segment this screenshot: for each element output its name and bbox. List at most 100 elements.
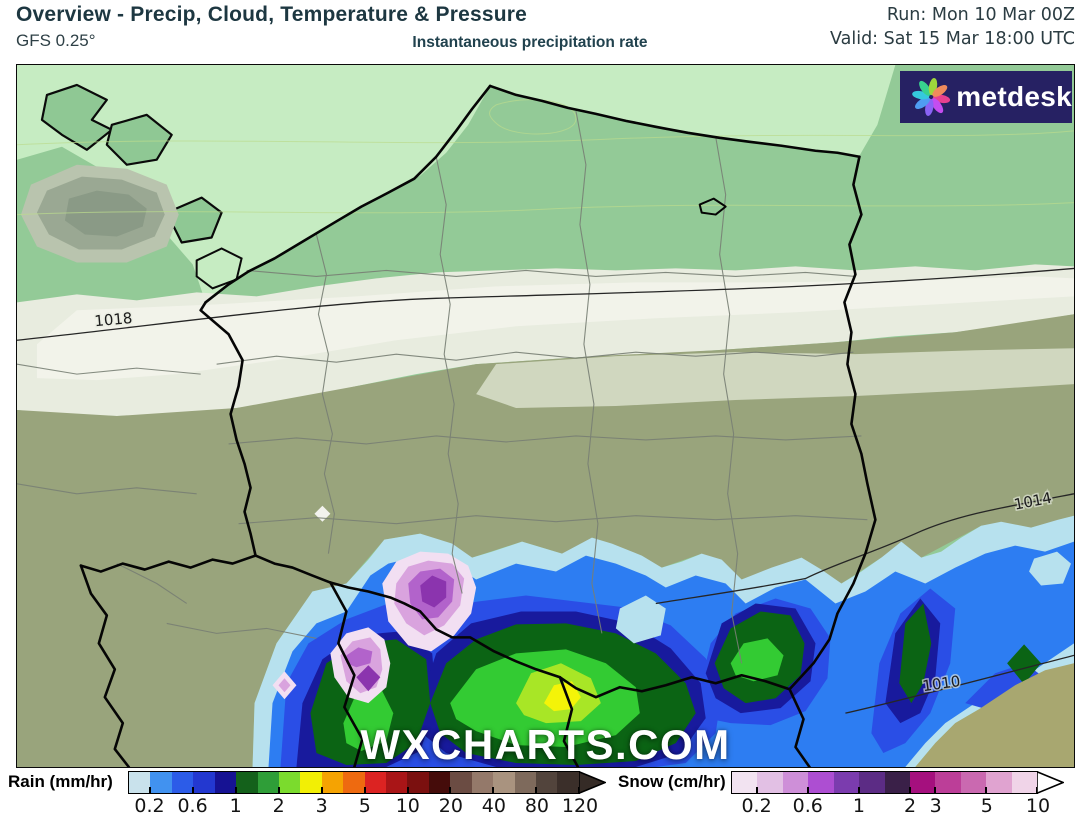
snow-color-segment (782, 772, 809, 793)
page-title: Overview - Precip, Cloud, Temperature & … (16, 3, 528, 26)
rain-color-segment (471, 772, 494, 793)
watermark: WXCHARTS.COM (360, 721, 731, 768)
cloud-band-right (476, 348, 1074, 409)
rain-tick-label: 120 (561, 795, 599, 817)
rain-color-segment (300, 772, 322, 793)
isobars (17, 267, 1074, 714)
snow-color-segment (833, 772, 860, 793)
rain-color-segment (171, 772, 194, 793)
rain-tick-label: 40 (481, 795, 506, 817)
rain-tick-mark (320, 787, 323, 793)
rain-legend-arrow (579, 771, 606, 794)
rain-color-segment (257, 772, 279, 793)
snow-tick-mark (858, 787, 861, 793)
rain-color-segment (214, 772, 237, 793)
rain-color-segment (150, 772, 172, 793)
isobar-1014 (655, 493, 1074, 605)
rain-tick-label: 20 (438, 795, 463, 817)
rain-tick-label: 80 (524, 795, 550, 817)
border-south (254, 554, 791, 699)
snow-tick-mark (908, 787, 911, 793)
logo-petal (931, 98, 944, 114)
rain-color-segment (343, 772, 365, 793)
metdesk-logo-text: metdesk (956, 81, 1072, 112)
cloud-blob (20, 164, 179, 263)
border-slovakia-2 (788, 687, 811, 767)
olive-zone (17, 314, 1074, 767)
district-borders (17, 110, 868, 664)
snow-color-segment (732, 772, 758, 793)
logo-petal (932, 84, 948, 97)
rain-color-segment (364, 772, 387, 793)
snow-tick-label: 1 (852, 795, 865, 817)
rain-tick-label: 2 (272, 795, 285, 817)
snow-tick-mark (756, 787, 759, 793)
isobar-1018 (17, 267, 1074, 341)
rain-tick-label: 1 (229, 795, 242, 817)
border-slovakia-1 (558, 675, 580, 767)
metdesk-logo: metdesk (900, 71, 1072, 123)
rain-tick-mark (277, 787, 280, 793)
rain-color-segment (407, 772, 429, 793)
map-artwork: 1018 1014 1010 (17, 65, 1074, 767)
rain-color-segment (450, 772, 472, 793)
snow-color-segment (859, 772, 885, 793)
valid-time: Valid: Sat 15 Mar 18:00 UTC (830, 29, 1075, 49)
border-west (199, 301, 257, 557)
run-time: Run: Mon 10 Mar 00Z (886, 5, 1075, 25)
rain-tick-mark (406, 787, 409, 793)
header: Overview - Precip, Cloud, Temperature & … (0, 0, 1089, 64)
rain-color-segment (493, 772, 515, 793)
snow-tick-mark (934, 787, 937, 793)
rain-tick-mark (535, 787, 538, 793)
rain-tick-mark (149, 787, 152, 793)
baltic-sea (17, 65, 896, 303)
rain-color-segment (386, 772, 408, 793)
rain-tick-label: 0.6 (177, 795, 208, 817)
snow-tick-label: 0.2 (741, 795, 772, 817)
precip-pale-holes (615, 551, 1072, 644)
snow-tick-mark (807, 787, 810, 793)
rain-color-segment (321, 772, 344, 793)
rain-tick-mark (492, 787, 495, 793)
snow-tick-label: 2 (904, 795, 917, 817)
border-czech-north (79, 554, 257, 573)
rain-color-segment (428, 772, 451, 793)
rain-legend-bar (128, 771, 580, 794)
border-czech-west (79, 564, 131, 767)
country-borders (79, 84, 877, 767)
rain-color-segment (129, 772, 151, 793)
rain-color-segment (557, 772, 579, 793)
snow-tick-label: 10 (1025, 795, 1051, 817)
logo-petal (915, 97, 930, 110)
cloud-band-core (36, 276, 1074, 381)
weather-map: 1018 1014 1010 metdesk WXCHARTS.COM (16, 64, 1075, 768)
snow-tick-label: 0.6 (792, 795, 823, 817)
snow-color-segment (757, 772, 783, 793)
rain-color-segment (514, 772, 537, 793)
snow-color-segment (1011, 772, 1038, 793)
rain-tick-mark (363, 787, 366, 793)
rain-legend-label: Rain (mm/hr) (8, 772, 113, 791)
precip-yellow (544, 681, 581, 712)
rain-color-segment (236, 772, 258, 793)
rain-color-segment (278, 772, 301, 793)
snow-color-segment (909, 772, 936, 793)
snow-tick-label: 3 (929, 795, 942, 817)
rain-tick-label: 10 (395, 795, 420, 817)
isobar-1010 (845, 654, 1074, 714)
parameter-subtitle: Instantaneous precipitation rate (412, 34, 648, 51)
rain-tick-mark (449, 787, 452, 793)
rain-tick-mark (235, 787, 238, 793)
rain-color-segment (536, 772, 558, 793)
rain-tick-label: 3 (315, 795, 328, 817)
snow-patches (272, 551, 477, 704)
logo-petal (919, 80, 932, 96)
snow-legend-ticks: 0.2 0.6 1 2 3 5 10 (731, 795, 1050, 821)
khaki-land (915, 663, 1074, 767)
snow-color-segment (960, 772, 987, 793)
run-valid-info: Run: Mon 10 Mar 00Z Valid: Sat 15 Mar 18… (830, 3, 1075, 51)
metdesk-flower-icon (912, 78, 951, 116)
snow-legend-arrow (1037, 771, 1064, 794)
border-east (788, 155, 877, 691)
